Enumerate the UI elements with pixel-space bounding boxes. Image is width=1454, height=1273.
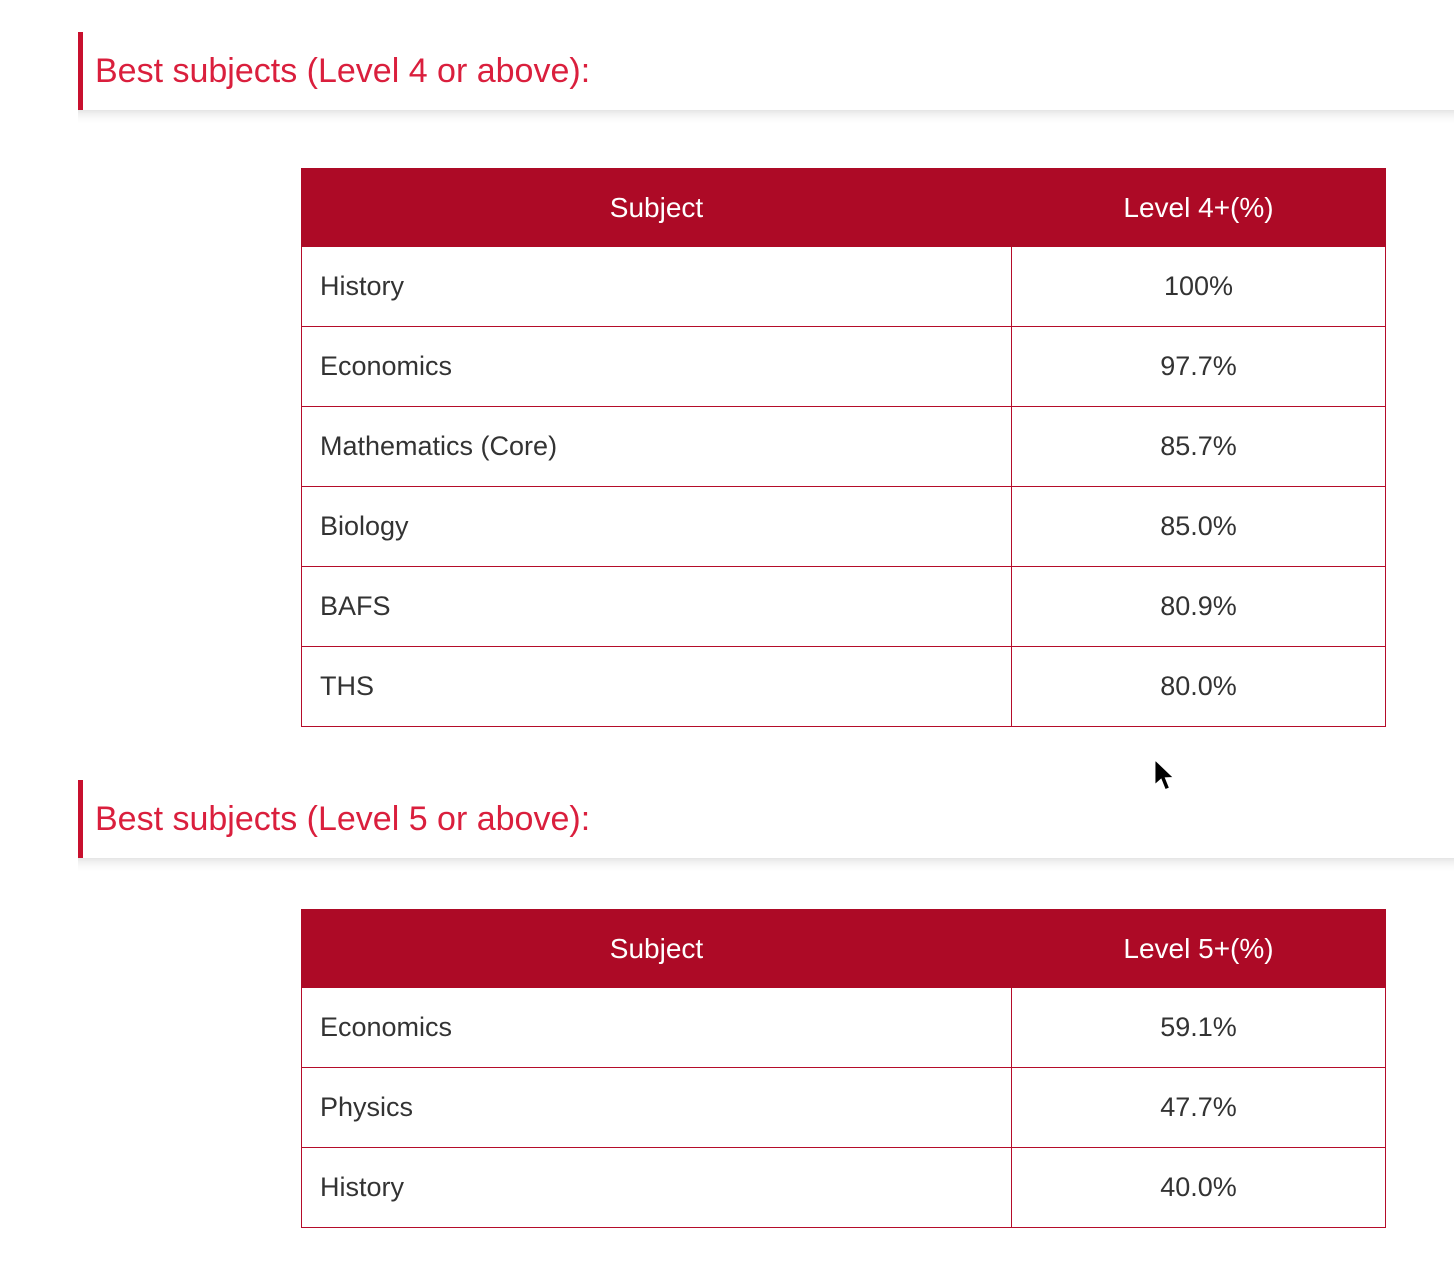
table-row: History 100% <box>301 246 1386 327</box>
cell-value: 85.0% <box>1011 486 1386 567</box>
table-row: Economics 59.1% <box>301 987 1386 1068</box>
table-row: History 40.0% <box>301 1147 1386 1228</box>
table-header-row: Subject Level 4+(%) <box>301 168 1386 247</box>
heading-accent-bar <box>78 780 83 858</box>
table-header-row: Subject Level 5+(%) <box>301 909 1386 988</box>
cell-subject: BAFS <box>301 566 1012 647</box>
cell-subject: Mathematics (Core) <box>301 406 1012 487</box>
cell-subject: THS <box>301 646 1012 727</box>
cell-value: 80.9% <box>1011 566 1386 647</box>
table-row: Economics 97.7% <box>301 326 1386 407</box>
table-best-subjects-level-4: Subject Level 4+(%) History 100% Economi… <box>301 168 1386 727</box>
table-header-level-5: Subject Level 5+(%) <box>301 909 1386 988</box>
cell-value: 97.7% <box>1011 326 1386 407</box>
heading-label: Best subjects (Level 5 or above): <box>95 800 591 838</box>
heading-label: Best subjects (Level 4 or above): <box>95 52 591 90</box>
cell-subject: Physics <box>301 1067 1012 1148</box>
table-row: THS 80.0% <box>301 646 1386 727</box>
heading-shadow-divider <box>78 110 1454 124</box>
cell-subject: History <box>301 246 1012 327</box>
cell-subject: Biology <box>301 486 1012 567</box>
heading-accent-bar <box>78 32 83 110</box>
cell-value: 80.0% <box>1011 646 1386 727</box>
column-header-subject: Subject <box>301 909 1012 988</box>
cell-value: 85.7% <box>1011 406 1386 487</box>
cell-value: 59.1% <box>1011 987 1386 1068</box>
heading-shadow-divider <box>78 858 1454 872</box>
cell-value: 47.7% <box>1011 1067 1386 1148</box>
table-row: Biology 85.0% <box>301 486 1386 567</box>
section-heading-level-4: Best subjects (Level 4 or above): <box>0 32 1454 124</box>
cell-value: 40.0% <box>1011 1147 1386 1228</box>
table-body-level-5: Economics 59.1% Physics 47.7% History 40… <box>301 987 1386 1228</box>
table-best-subjects-level-5: Subject Level 5+(%) Economics 59.1% Phys… <box>301 909 1386 1228</box>
section-heading-level-5: Best subjects (Level 5 or above): <box>0 780 1454 872</box>
column-header-level-5-percent: Level 5+(%) <box>1011 909 1386 988</box>
table-header-level-4: Subject Level 4+(%) <box>301 168 1386 247</box>
section-level-4: Best subjects (Level 4 or above): <box>0 32 1454 124</box>
column-header-subject: Subject <box>301 168 1012 247</box>
cell-subject: Economics <box>301 326 1012 407</box>
cell-subject: Economics <box>301 987 1012 1068</box>
section-level-5: Best subjects (Level 5 or above): <box>0 780 1454 872</box>
table-row: Mathematics (Core) 85.7% <box>301 406 1386 487</box>
column-header-level-4-percent: Level 4+(%) <box>1011 168 1386 247</box>
cell-subject: History <box>301 1147 1012 1228</box>
cell-value: 100% <box>1011 246 1386 327</box>
table-body-level-4: History 100% Economics 97.7% Mathematics… <box>301 246 1386 727</box>
table-row: BAFS 80.9% <box>301 566 1386 647</box>
table-row: Physics 47.7% <box>301 1067 1386 1148</box>
